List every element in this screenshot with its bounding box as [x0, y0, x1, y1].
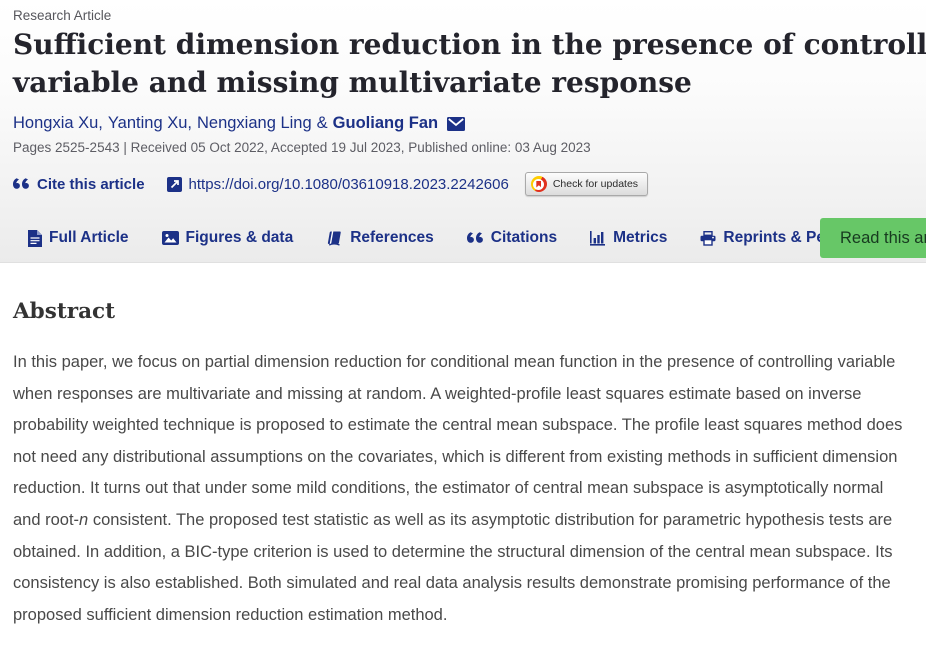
author-link-4-corresponding[interactable]: Guoliang Fan	[332, 114, 439, 132]
tab-citations-label: Citations	[490, 229, 558, 246]
tab-figures-data-label: Figures & data	[185, 229, 294, 246]
article-title-line1: Sufficient dimension reduction in the pr…	[13, 28, 926, 61]
abstract-text: In this paper, we focus on partial dimen…	[13, 347, 910, 631]
quote-icon	[466, 231, 484, 245]
abstract-section: Abstract In this paper, we focus on part…	[0, 263, 926, 631]
tab-full-article[interactable]: Full Article	[28, 229, 129, 247]
check-for-updates-label: Check for updates	[552, 178, 639, 190]
abstract-heading: Abstract	[13, 299, 116, 324]
abstract-text-part2: consistent. The proposed test statistic …	[13, 510, 893, 624]
tab-references[interactable]: References	[326, 229, 434, 247]
article-meta: Pages 2525-2543 | Received 05 Oct 2022, …	[13, 140, 591, 155]
doi-link[interactable]: https://doi.org/10.1080/03610918.2023.22…	[166, 175, 509, 193]
tab-metrics[interactable]: Metrics	[590, 229, 667, 247]
cite-this-article-label: Cite this article	[37, 175, 145, 193]
envelope-icon[interactable]	[447, 116, 466, 131]
abstract-italic-term: n	[79, 510, 89, 529]
read-this-article-button[interactable]: Read this article	[820, 218, 926, 258]
printer-icon	[700, 230, 716, 246]
tab-full-article-label: Full Article	[49, 229, 129, 246]
tab-citations[interactable]: Citations	[466, 229, 558, 247]
crossmark-logo-icon	[530, 176, 547, 192]
doi-link-text: https://doi.org/10.1080/03610918.2023.22…	[188, 175, 509, 193]
image-icon	[161, 231, 179, 245]
cite-row: Cite this article https://doi.org/10.108…	[13, 172, 926, 196]
article-tab-bar: Full Article Figures & data	[0, 214, 926, 262]
tab-metrics-label: Metrics	[613, 229, 668, 246]
author-link-1[interactable]: Hongxia Xu,	[13, 114, 103, 132]
check-for-updates-button[interactable]: Check for updates	[524, 172, 649, 196]
book-icon	[326, 231, 343, 246]
article-header: Research Article Sufficient dimension re…	[0, 0, 926, 263]
file-icon	[28, 229, 42, 247]
external-link-icon	[166, 176, 182, 192]
author-list: Hongxia Xu, Yanting Xu, Nengxiang Ling &…	[13, 114, 926, 133]
article-title: Sufficient dimension reduction in the pr…	[13, 26, 926, 102]
author-separator: &	[316, 114, 328, 132]
author-link-3[interactable]: Nengxiang Ling	[196, 114, 312, 132]
tab-references-label: References	[350, 229, 434, 246]
cite-this-article-button[interactable]: Cite this article	[13, 176, 145, 193]
quote-icon	[13, 177, 30, 191]
article-title-line2: variable and missing multivariate respon…	[13, 66, 692, 99]
bar-chart-icon	[590, 230, 606, 246]
tab-figures-data[interactable]: Figures & data	[161, 229, 294, 247]
author-link-2[interactable]: Yanting Xu,	[107, 114, 192, 132]
article-type-label: Research Article	[13, 8, 112, 23]
abstract-text-part1: In this paper, we focus on partial dimen…	[13, 353, 903, 529]
